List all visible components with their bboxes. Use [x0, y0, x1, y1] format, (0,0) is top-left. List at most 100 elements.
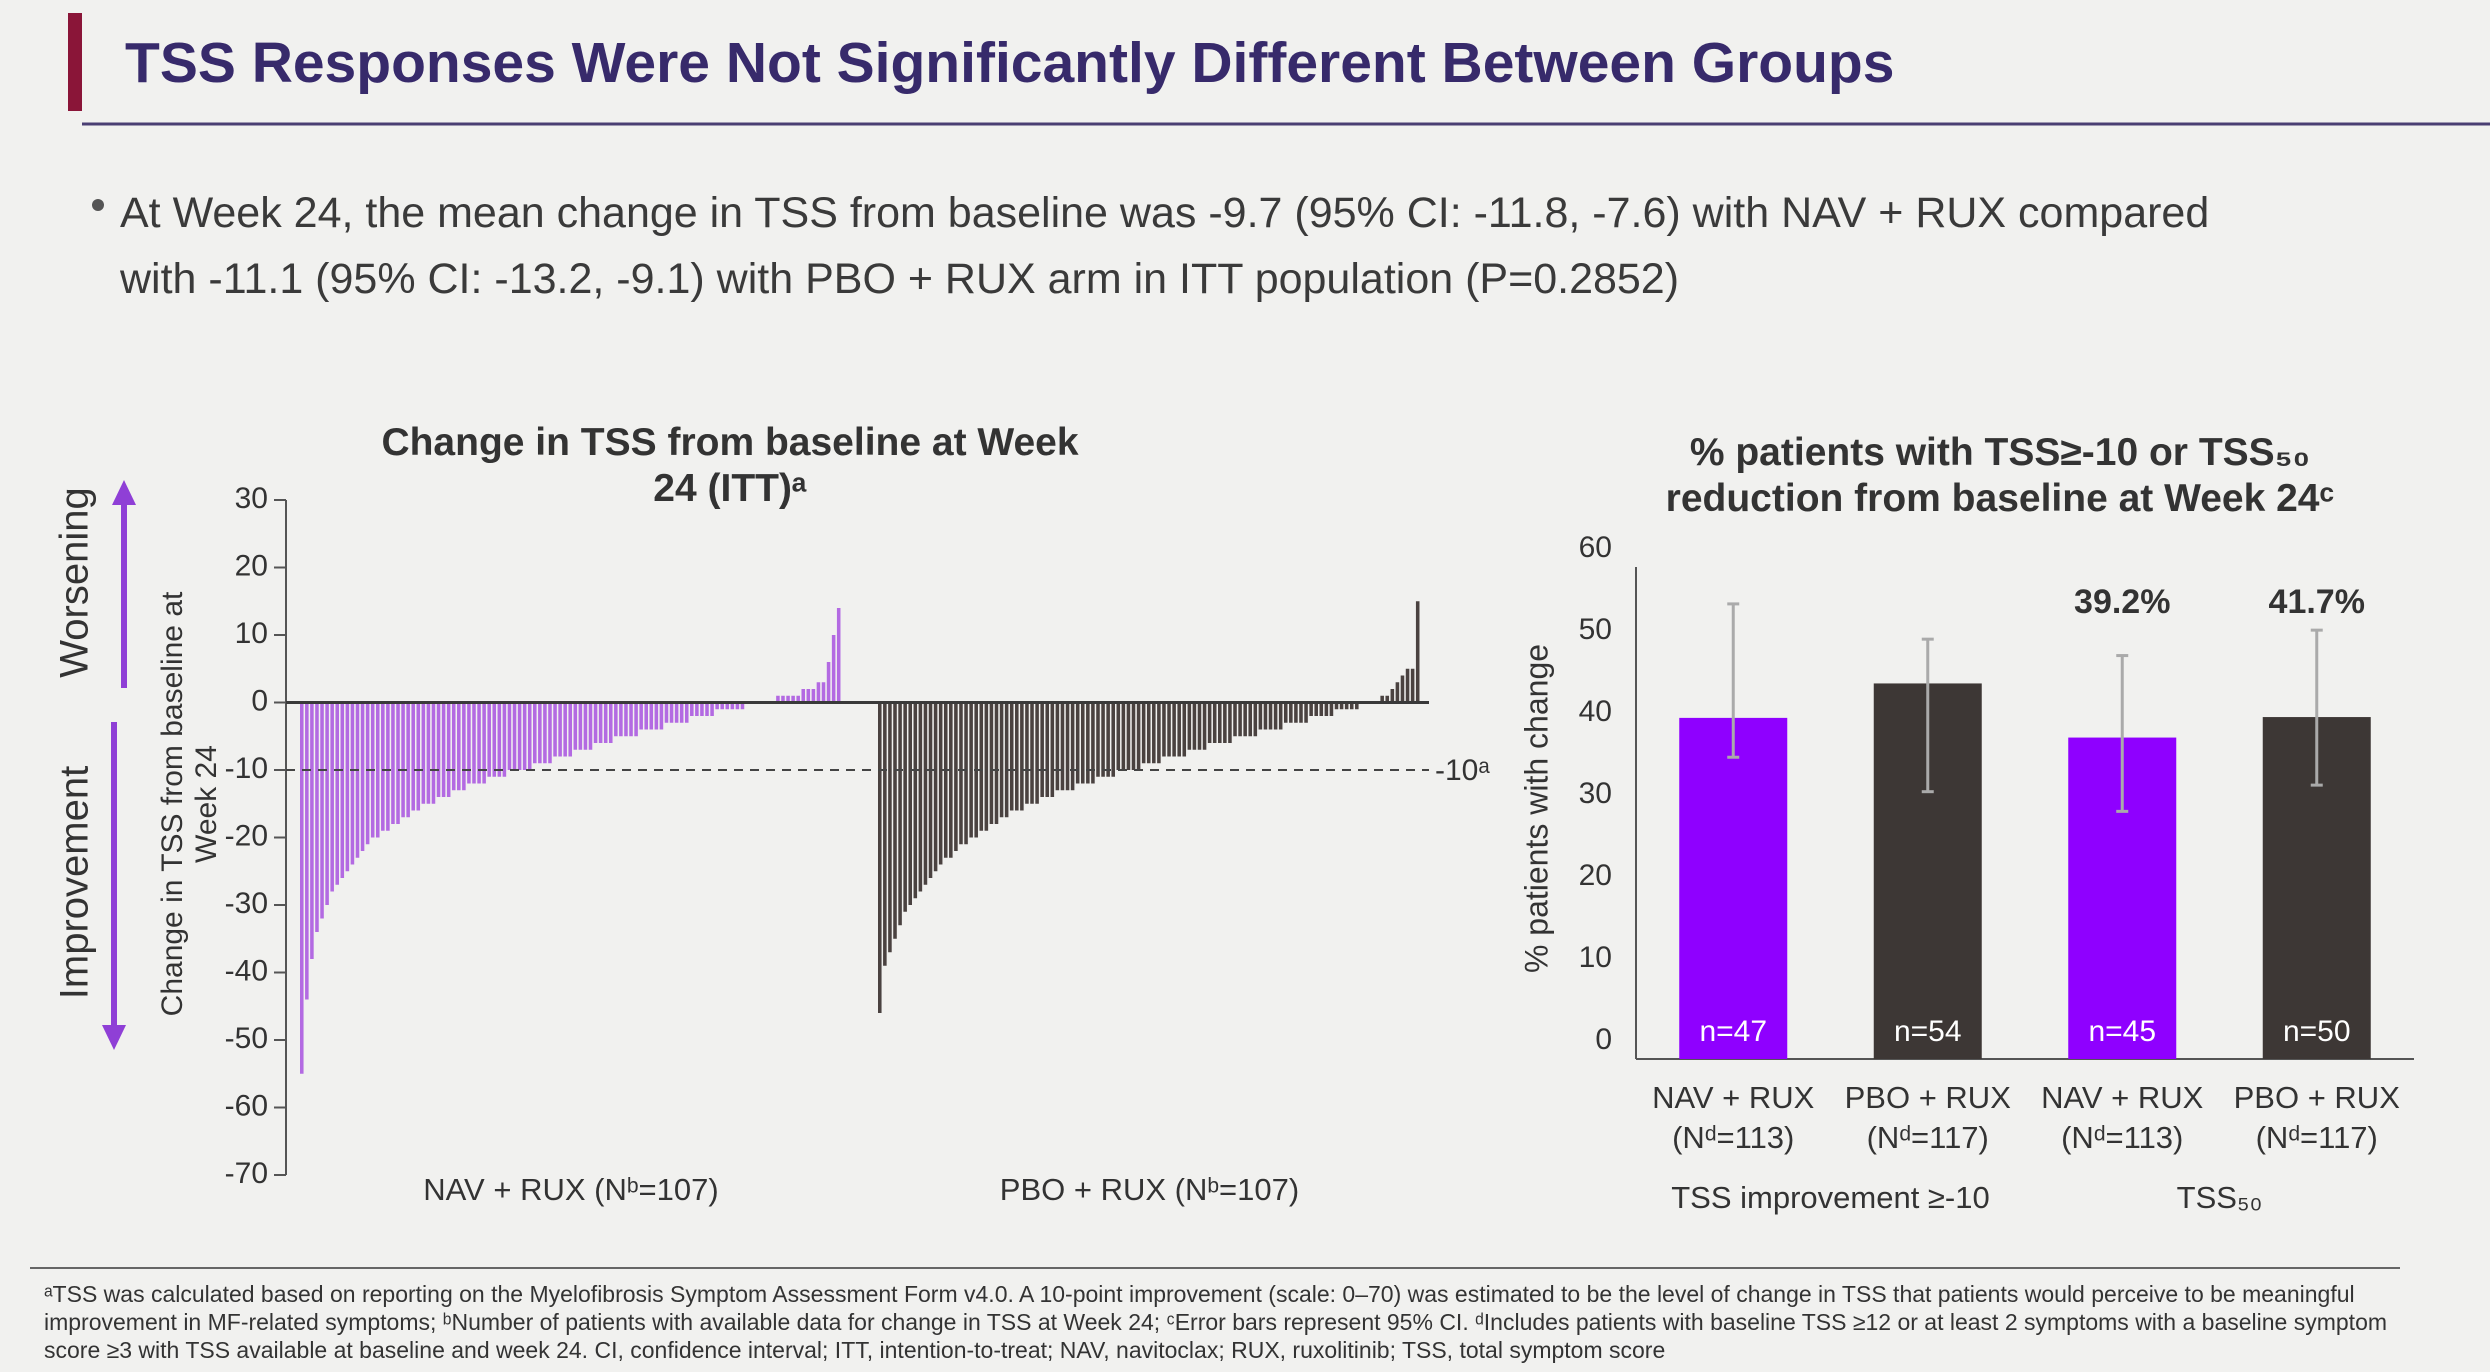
x-tick-label: NAV + RUX (Nᵈ=113): [2041, 1080, 2204, 1155]
bar: [786, 695, 790, 703]
bar: [1197, 702, 1202, 750]
bar: [381, 702, 385, 831]
bar: [426, 702, 431, 804]
y-tick-label: -30: [225, 887, 268, 920]
bar: [568, 702, 573, 757]
bar: [330, 702, 334, 892]
slide-title: TSS Responses Were Not Significantly Dif…: [125, 31, 1895, 95]
bar: [1390, 689, 1395, 703]
bar: [1131, 702, 1136, 770]
y-tick-label: 20: [235, 549, 268, 582]
bar: [467, 702, 471, 784]
bar: [938, 702, 943, 865]
bar: [903, 702, 907, 912]
y-tick-label: -70: [225, 1157, 268, 1190]
bar: [1415, 601, 1420, 703]
bar: [1334, 702, 1339, 710]
worsening-arrowhead: [112, 480, 136, 505]
bar: [1314, 702, 1318, 716]
bar: [527, 702, 532, 770]
bar: [436, 702, 441, 797]
bar: [1121, 702, 1126, 770]
bar: [918, 702, 923, 892]
bar: [700, 702, 704, 716]
bar: [517, 702, 522, 770]
bar: [1070, 702, 1075, 791]
bar: [563, 702, 567, 757]
y-tick-label: 30: [235, 482, 268, 515]
bar: [1187, 702, 1192, 750]
bar: [1086, 702, 1090, 784]
bar: [355, 702, 360, 858]
bar: [305, 702, 309, 1000]
bar: [345, 702, 350, 872]
bar: [933, 702, 938, 872]
bar: [1091, 702, 1095, 784]
bar: [492, 702, 497, 777]
bar: [421, 702, 426, 804]
bar: [507, 702, 512, 770]
bar: [923, 702, 928, 885]
bar: [350, 702, 355, 865]
bar: [608, 702, 613, 743]
bar: [487, 702, 491, 777]
bar: [1344, 702, 1349, 710]
bar: [477, 702, 481, 784]
y-tick-label: -40: [225, 954, 268, 987]
bar: [1355, 702, 1359, 710]
y-tick-label: -20: [225, 819, 268, 852]
bar: [391, 702, 395, 824]
bar: [629, 702, 633, 737]
group-label: TSS improvement ≥-10: [1671, 1180, 1990, 1215]
bar: [543, 702, 547, 764]
bar: [573, 702, 578, 750]
bar: [416, 702, 421, 811]
bar: [365, 702, 370, 845]
bar: [396, 702, 400, 824]
bar: [1162, 702, 1166, 757]
bar: [1273, 702, 1278, 730]
bar: [1263, 702, 1268, 730]
bar: [553, 702, 557, 757]
bar: [893, 702, 897, 939]
bar: [1030, 702, 1034, 804]
bar: [1192, 702, 1197, 750]
bar: [1009, 702, 1014, 811]
bar: [1141, 702, 1146, 764]
bar: [1400, 675, 1405, 703]
bar: [1405, 668, 1410, 703]
bar: [664, 702, 669, 723]
group-label: TSS₅₀: [2176, 1180, 2263, 1215]
bar: [913, 702, 918, 899]
bar: [310, 702, 314, 959]
bar: [801, 689, 806, 703]
bar: [1309, 702, 1313, 716]
bar: [705, 702, 709, 716]
bar: [710, 702, 714, 716]
bar: [451, 702, 456, 791]
bar: [649, 702, 654, 730]
n-label: n=54: [1894, 1015, 1962, 1048]
bar: [949, 702, 953, 858]
bar: [502, 702, 507, 777]
bar: [1157, 702, 1161, 764]
bar: [821, 682, 826, 703]
bar: [1283, 702, 1288, 723]
bar: [375, 702, 380, 838]
bar: [593, 702, 598, 743]
bar: [1223, 702, 1227, 743]
bar: [1329, 702, 1334, 716]
n-label: n=45: [2088, 1015, 2156, 1048]
bar: [614, 702, 618, 737]
bar: [1050, 702, 1055, 797]
bar: [1410, 668, 1415, 703]
bar: [1319, 702, 1324, 716]
bar: [979, 702, 984, 831]
bar: [598, 702, 603, 743]
bar: [1243, 702, 1247, 737]
chart-title: Change in TSS from baseline at Week 24 (…: [381, 421, 1079, 510]
bar: [994, 702, 999, 824]
bar: [1075, 702, 1080, 784]
bar: [878, 702, 882, 1013]
